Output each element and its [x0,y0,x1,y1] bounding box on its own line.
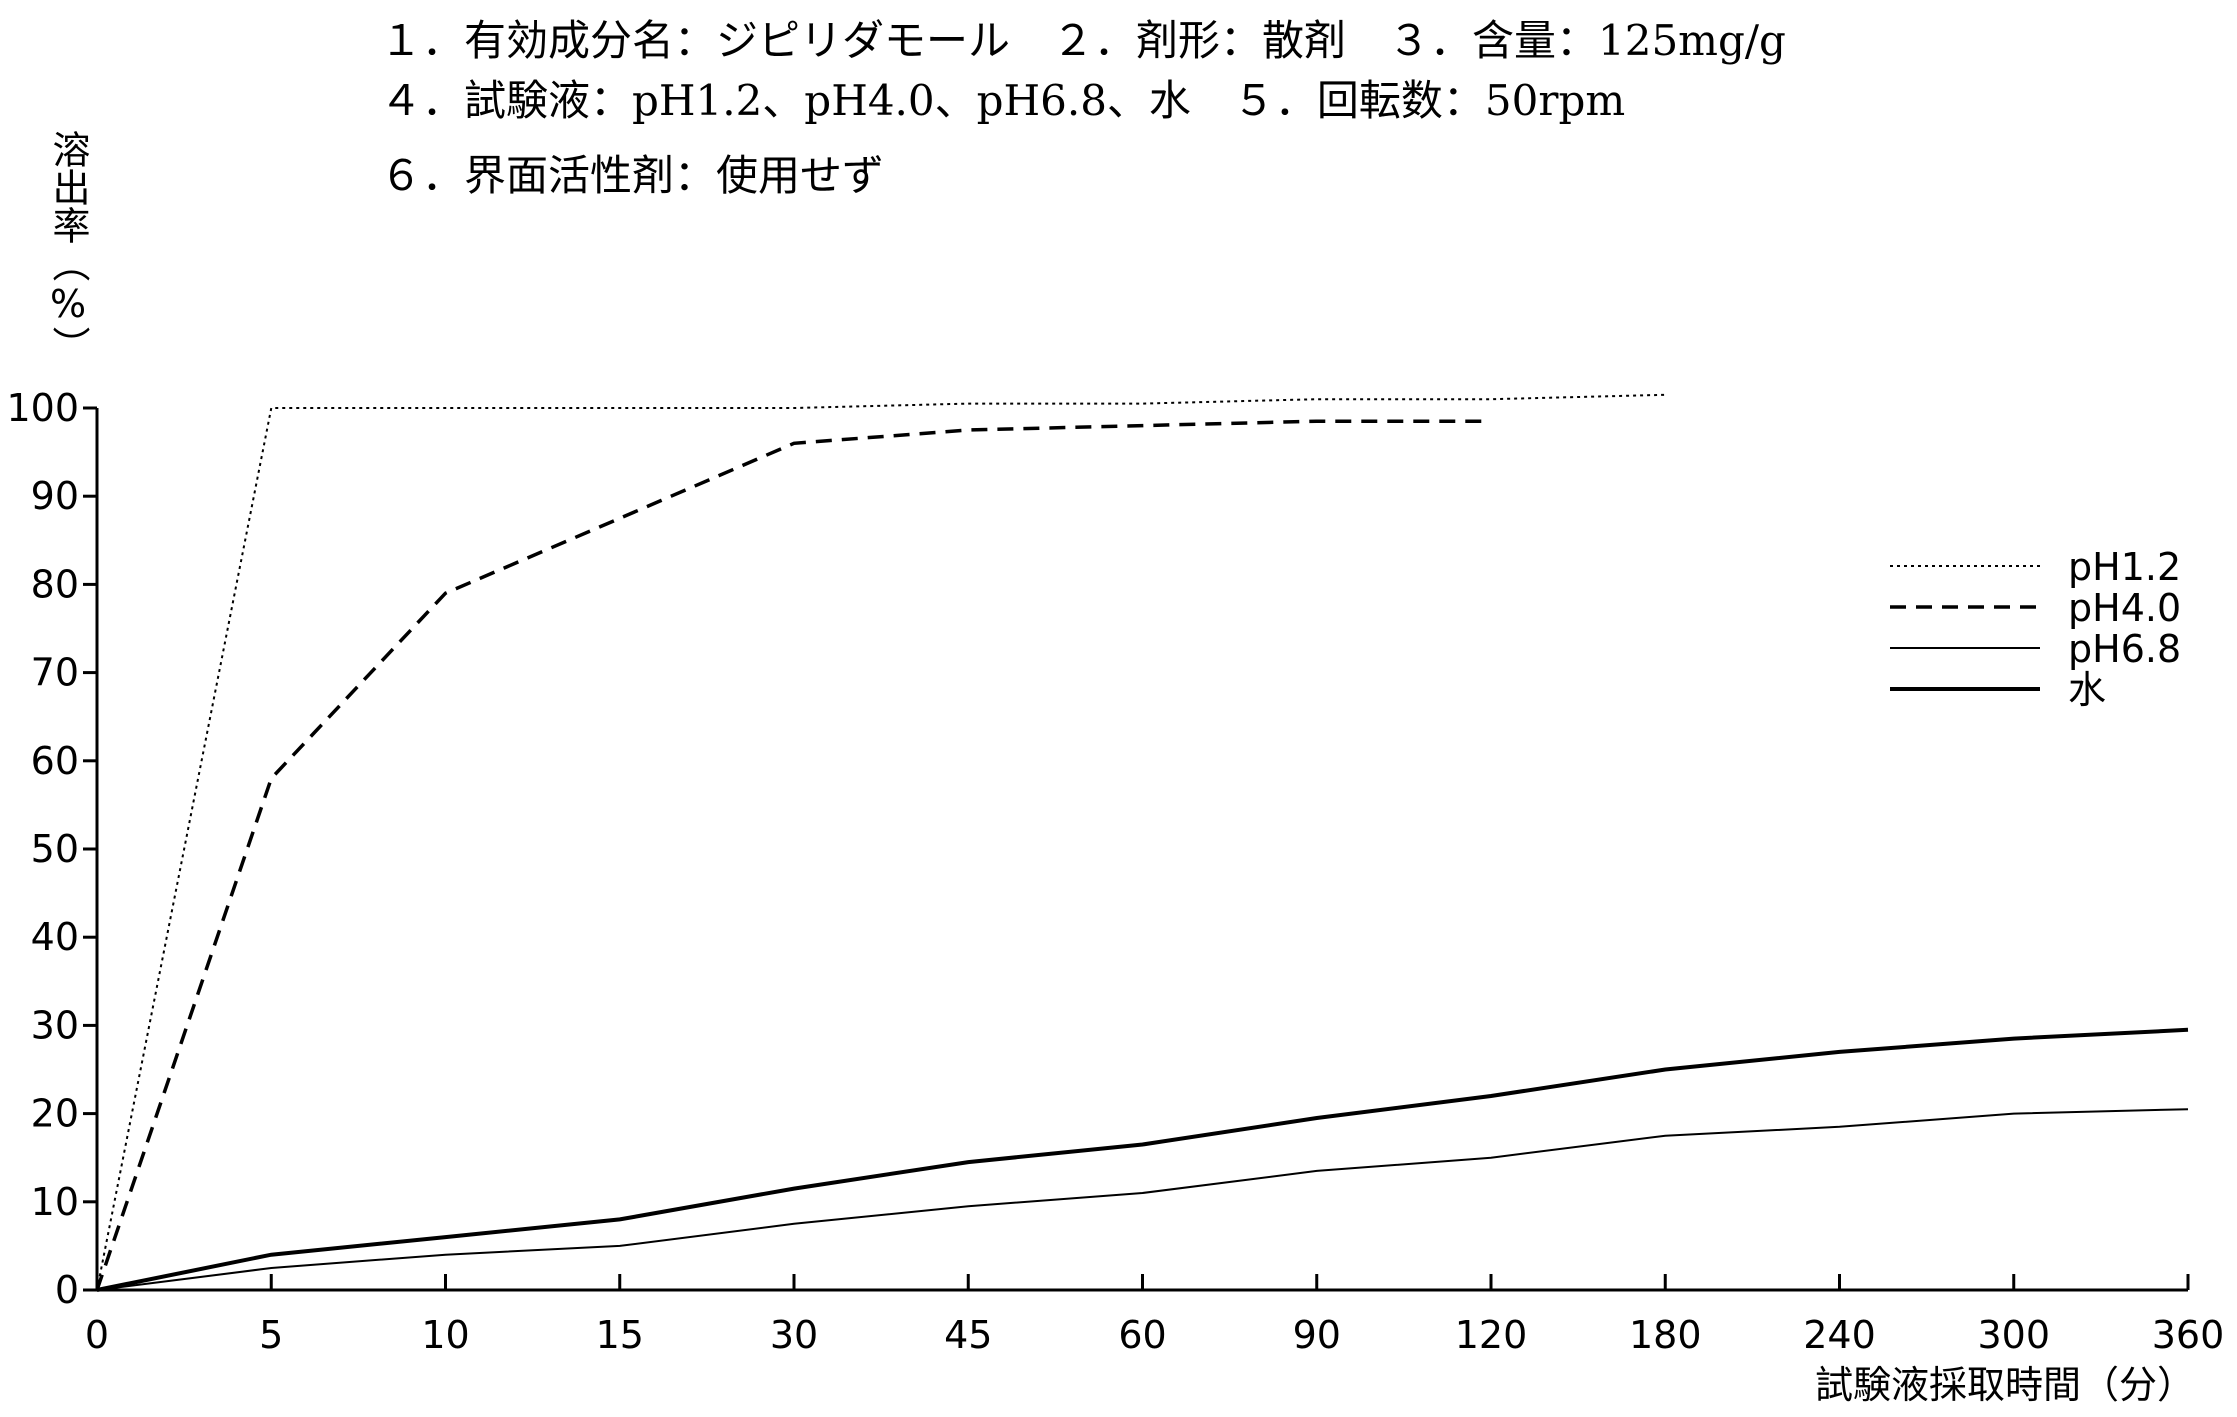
legend-label: pH1.2 [2068,545,2181,589]
y-tick-label: 90 [31,474,79,518]
series-line-pH6.8 [96,1108,2189,1291]
y-axis-title: 溶出率（%） [46,130,90,364]
y-tick-label: 100 [6,386,79,430]
series-line-pH4.0 [95,419,1491,1291]
y-tick-label: 0 [55,1268,79,1312]
header-line-3: ６．界面活性剤：使用せず [380,151,884,200]
x-tick-label: 120 [1455,1313,1528,1357]
x-tick-label: 0 [85,1313,109,1357]
header-line-1: １．有効成分名：ジピリダモール ２．剤形：散剤 ３．含量：125mg/g [380,16,1786,65]
y-tick-label: 20 [31,1092,79,1136]
series-lines [95,393,2189,1292]
x-tick-label: 10 [421,1313,469,1357]
series-line-水 [96,1027,2189,1292]
y-tick-label: 10 [31,1180,79,1224]
y-tick-label: 70 [31,651,79,695]
x-tick-label: 300 [1977,1313,2050,1357]
y-tick-label: 60 [31,739,79,783]
y-tick-label: 50 [31,827,79,871]
y-ticks: 0 10 20 30 40 50 60 70 80 90 100 [6,386,97,1312]
x-tick-label: 240 [1803,1313,1876,1357]
x-tick-label: 360 [2152,1313,2225,1357]
x-ticks: 0 5 10 15 30 45 60 90 120 180 240 300 360 [85,1274,2224,1357]
legend-label: 水 [2068,668,2106,712]
x-tick-label: 180 [1629,1313,1702,1357]
legend-label: pH6.8 [2068,627,2181,671]
x-tick-label: 45 [944,1313,992,1357]
header-line-2: ４．試験液：pH1.2、pH4.0、pH6.8、水 ５．回転数：50rpm [380,76,1625,125]
x-tick-label: 90 [1293,1313,1341,1357]
legend-label: pH4.0 [2068,586,2181,630]
x-tick-label: 15 [596,1313,644,1357]
y-tick-label: 30 [31,1003,79,1047]
y-tick-label: 40 [31,915,79,959]
x-tick-label: 60 [1118,1313,1166,1357]
series-line-pH1.2 [96,393,1666,1291]
x-axis-title: 試験液採取時間（分） [1815,1363,2195,1407]
x-tick-label: 5 [259,1313,283,1357]
y-tick-label: 80 [31,562,79,606]
x-tick-label: 30 [770,1313,818,1357]
